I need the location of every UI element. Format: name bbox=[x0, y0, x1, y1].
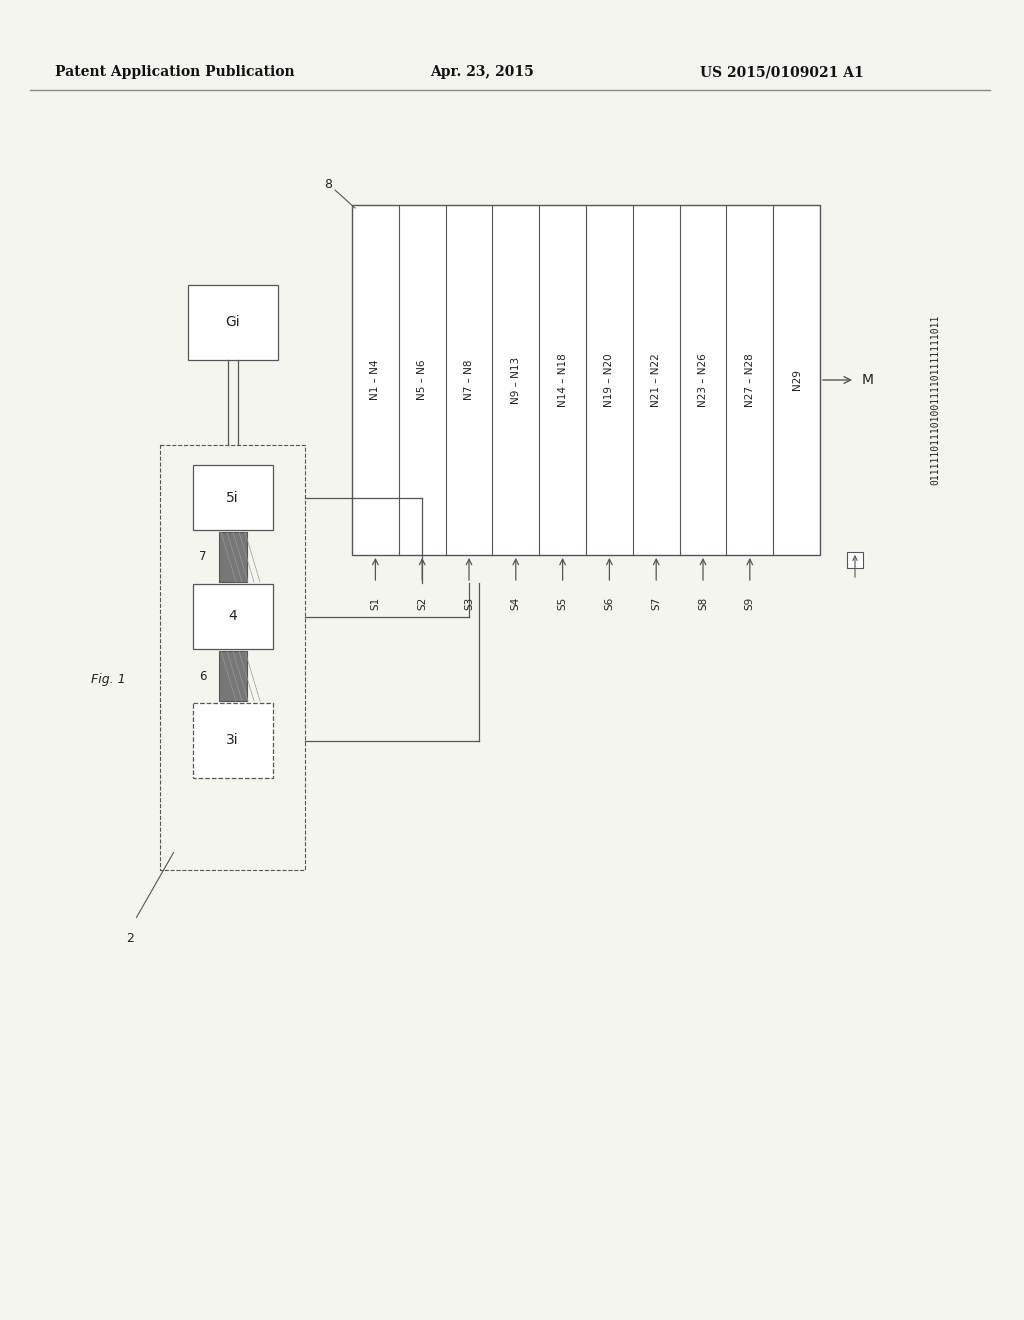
Text: 7: 7 bbox=[199, 550, 207, 564]
Text: S4: S4 bbox=[511, 597, 521, 610]
Bar bbox=[187, 285, 278, 360]
Text: S5: S5 bbox=[558, 597, 567, 610]
Text: Fig. 1: Fig. 1 bbox=[91, 673, 125, 686]
Text: Gi: Gi bbox=[225, 315, 240, 330]
Text: Apr. 23, 2015: Apr. 23, 2015 bbox=[430, 65, 534, 79]
Text: S3: S3 bbox=[464, 597, 474, 610]
Text: 8: 8 bbox=[324, 178, 332, 191]
Text: N27 – N28: N27 – N28 bbox=[744, 354, 755, 407]
Text: 2: 2 bbox=[126, 932, 134, 945]
Text: N14 – N18: N14 – N18 bbox=[558, 354, 567, 407]
Text: N19 – N20: N19 – N20 bbox=[604, 354, 614, 407]
Bar bbox=[218, 532, 247, 582]
Bar bbox=[193, 583, 272, 649]
Text: S8: S8 bbox=[698, 597, 708, 610]
Bar bbox=[218, 651, 247, 701]
Text: S2: S2 bbox=[417, 597, 427, 610]
Text: 01111101110100111101111111011: 01111101110100111101111111011 bbox=[930, 314, 940, 486]
Bar bbox=[160, 445, 305, 870]
Text: S1: S1 bbox=[371, 597, 380, 610]
Text: Patent Application Publication: Patent Application Publication bbox=[55, 65, 295, 79]
Text: N7 – N8: N7 – N8 bbox=[464, 360, 474, 400]
Text: N9 – N13: N9 – N13 bbox=[511, 356, 521, 404]
Text: 4: 4 bbox=[228, 610, 237, 623]
Text: S7: S7 bbox=[651, 597, 662, 610]
Text: 6: 6 bbox=[199, 669, 207, 682]
Text: N29: N29 bbox=[792, 370, 802, 391]
Text: 5i: 5i bbox=[226, 491, 239, 504]
Text: S6: S6 bbox=[604, 597, 614, 610]
Text: S9: S9 bbox=[744, 597, 755, 610]
Text: M: M bbox=[862, 374, 874, 387]
Bar bbox=[847, 552, 863, 568]
Text: N21 – N22: N21 – N22 bbox=[651, 354, 662, 407]
Bar bbox=[193, 465, 272, 531]
Text: N23 – N26: N23 – N26 bbox=[698, 354, 708, 407]
Bar bbox=[193, 704, 272, 777]
Text: US 2015/0109021 A1: US 2015/0109021 A1 bbox=[700, 65, 864, 79]
Bar bbox=[352, 205, 820, 554]
Text: N1 – N4: N1 – N4 bbox=[371, 360, 380, 400]
Text: 3i: 3i bbox=[226, 734, 239, 747]
Text: N5 – N6: N5 – N6 bbox=[417, 360, 427, 400]
